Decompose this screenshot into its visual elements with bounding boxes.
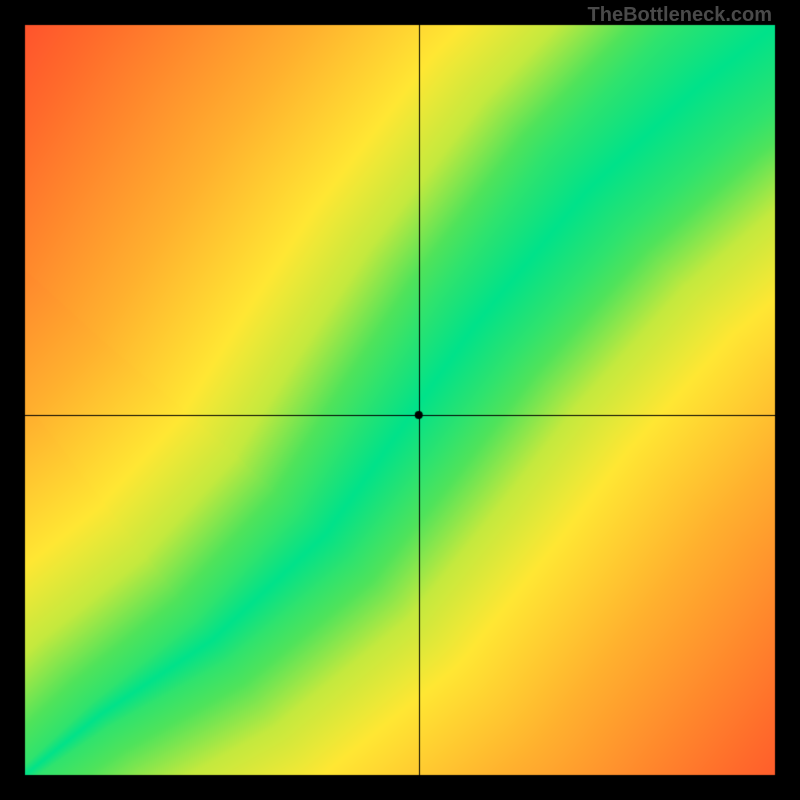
bottleneck-heatmap: [0, 0, 800, 800]
watermark-text: TheBottleneck.com: [588, 4, 772, 27]
chart-container: TheBottleneck.com: [0, 0, 800, 800]
